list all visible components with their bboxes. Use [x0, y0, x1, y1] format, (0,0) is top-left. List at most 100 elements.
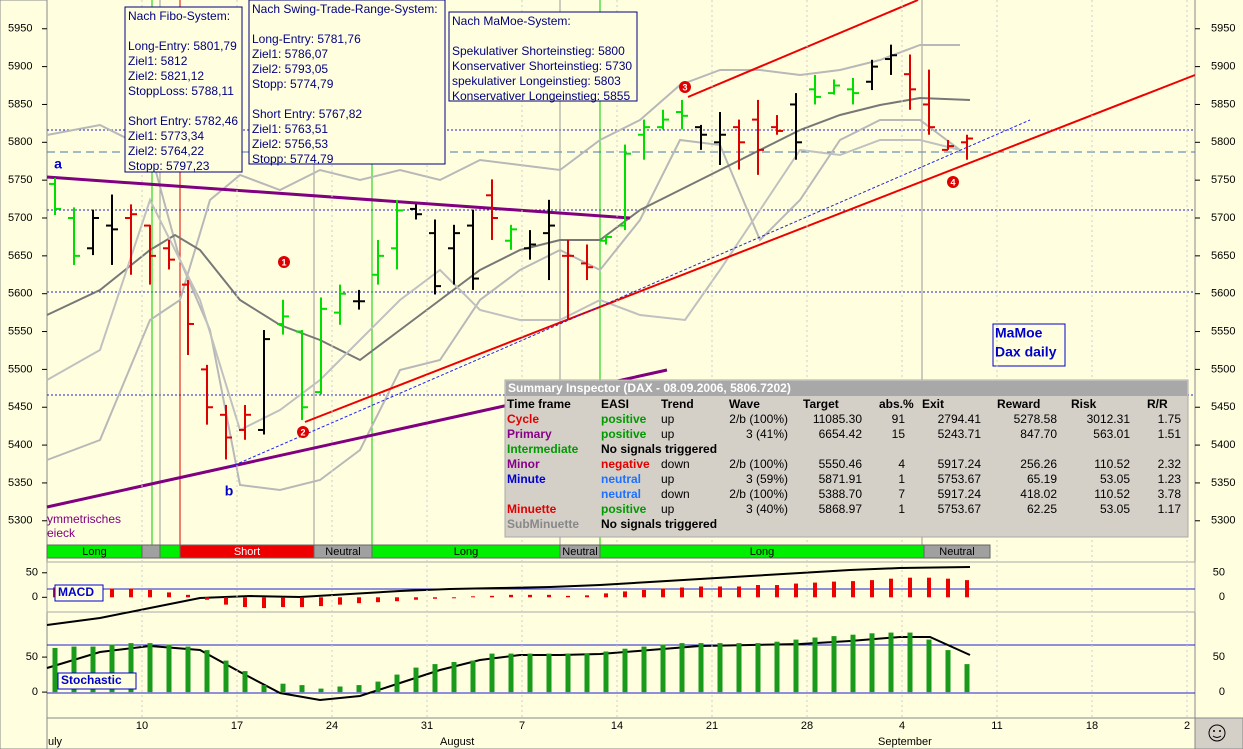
- histogram-bar: [280, 683, 286, 693]
- y-tick-label: 5850: [8, 98, 32, 110]
- indicator-label-box: [54, 584, 104, 602]
- info-title: Nach Swing-Trade-Range-System:: [252, 2, 438, 16]
- histogram-bar: [641, 646, 647, 693]
- histogram-bar: [698, 643, 704, 693]
- table-cell: 53.05: [1100, 502, 1130, 516]
- table-header: abs.%: [879, 397, 914, 411]
- wave-number: 3: [682, 82, 687, 92]
- wave-number: 2: [300, 427, 305, 437]
- histogram-bar: [223, 660, 229, 693]
- table-cell: down: [661, 457, 690, 471]
- info-box: [448, 11, 638, 102]
- histogram-bar: [489, 653, 495, 693]
- info-line: Ziel2: 5793,05: [252, 62, 328, 76]
- y-tick-label: 5500: [8, 363, 32, 375]
- chart-label: MaMoe: [995, 325, 1043, 341]
- x-tick-label: 2: [1184, 720, 1190, 732]
- table-cell: up: [661, 412, 675, 426]
- trend-label: Neutral: [325, 546, 360, 558]
- table-cell: 3012.31: [1087, 412, 1131, 426]
- y-tick-label: 5800: [8, 136, 32, 148]
- table-cell: neutral: [601, 487, 641, 501]
- y-tick-label: 5600: [1211, 288, 1235, 300]
- macd-panel: [46, 561, 1196, 613]
- table-cell: negative: [601, 457, 650, 471]
- histogram-bar: [527, 653, 533, 693]
- table-cell: 3.78: [1158, 487, 1182, 501]
- trend-segment: [159, 544, 181, 559]
- histogram-bar: [375, 681, 381, 693]
- histogram-bar: [755, 643, 761, 693]
- histogram-bar: [679, 643, 685, 693]
- trend-line: [687, 0, 919, 98]
- month-label: uly: [48, 736, 63, 748]
- histogram-bar: [300, 597, 304, 608]
- histogram-bar: [604, 593, 608, 598]
- info-line: StoppLoss: 5788,11: [128, 84, 234, 98]
- y-tick-label: 5950: [1211, 23, 1235, 35]
- info-line: Konservativer Longeinstieg: 5855: [452, 89, 630, 103]
- y-tick-label: 50: [26, 567, 38, 579]
- y-tick-label: 0: [32, 591, 38, 603]
- histogram-bar: [432, 664, 438, 693]
- chart-label: Dax daily: [995, 344, 1057, 360]
- info-line: Ziel2: 5764,22: [128, 144, 204, 158]
- info-line: Spekulativer Shorteinstieg: 5800: [452, 44, 625, 58]
- status-corner: [1194, 717, 1243, 749]
- histogram-bar: [660, 644, 666, 693]
- table-cell: 1: [898, 472, 905, 486]
- info-line: Konservativer Shorteinstieg: 5730: [452, 59, 632, 73]
- histogram-bar: [337, 686, 343, 693]
- histogram-bar: [281, 597, 285, 608]
- histogram-bar: [793, 639, 799, 693]
- trend-label: Long: [454, 546, 478, 558]
- info-line: Ziel1: 5763,51: [252, 122, 328, 136]
- y-tick-label: 5850: [1211, 98, 1235, 110]
- histogram-bar: [413, 667, 419, 693]
- info-line: spekulativer Longeinstieg: 5803: [452, 74, 621, 88]
- table-cell: Minor: [507, 457, 540, 471]
- table-header: Risk: [1071, 397, 1097, 411]
- table-cell: Minute: [507, 472, 546, 486]
- y-tick-label: 5800: [1211, 136, 1235, 148]
- table-cell: 15: [892, 427, 906, 441]
- histogram-bar: [128, 643, 134, 693]
- table-cell: No signals triggered: [601, 517, 717, 531]
- y-tick-label: 5300: [8, 515, 32, 527]
- histogram-bar: [470, 660, 476, 693]
- x-tick-label: 18: [1086, 720, 1098, 732]
- wave-marker: [947, 176, 959, 188]
- x-tick-label: 10: [136, 720, 148, 732]
- smiley-icon[interactable]: [1208, 724, 1226, 742]
- x-tick-label: 21: [706, 720, 718, 732]
- x-tick-label: 4: [899, 720, 905, 732]
- table-cell: down: [661, 487, 690, 501]
- histogram-bar: [242, 671, 248, 693]
- histogram-bar: [528, 594, 532, 598]
- table-cell: 2794.41: [938, 412, 982, 426]
- table-cell: Intermediate: [507, 442, 579, 456]
- histogram-bar: [204, 650, 210, 693]
- histogram-bar: [262, 597, 266, 609]
- x-tick-label: 11: [991, 720, 1002, 732]
- wave-marker: [679, 81, 691, 93]
- y-tick-label: 5750: [1211, 174, 1235, 186]
- y-tick-label: 0: [1219, 686, 1225, 698]
- info-line: Ziel2: 5756,53: [252, 137, 328, 151]
- histogram-bar: [794, 583, 798, 598]
- histogram-bar: [338, 597, 342, 605]
- info-line: Ziel1: 5773,34: [128, 129, 204, 143]
- info-line: Stopp: 5774,79: [252, 77, 334, 91]
- table-cell: 5917.24: [938, 487, 982, 501]
- histogram-bar: [148, 589, 152, 598]
- pattern-label: ymmetrisches: [47, 512, 121, 526]
- histogram-bar: [166, 644, 172, 693]
- table-cell: 62.25: [1027, 502, 1057, 516]
- histogram-bar: [812, 637, 818, 693]
- histogram-bar: [261, 685, 267, 693]
- histogram-bar: [946, 578, 950, 598]
- info-box: [124, 6, 243, 173]
- table-header: Time frame: [507, 397, 571, 411]
- trend-label: Long: [750, 546, 774, 558]
- histogram-bar: [433, 597, 437, 599]
